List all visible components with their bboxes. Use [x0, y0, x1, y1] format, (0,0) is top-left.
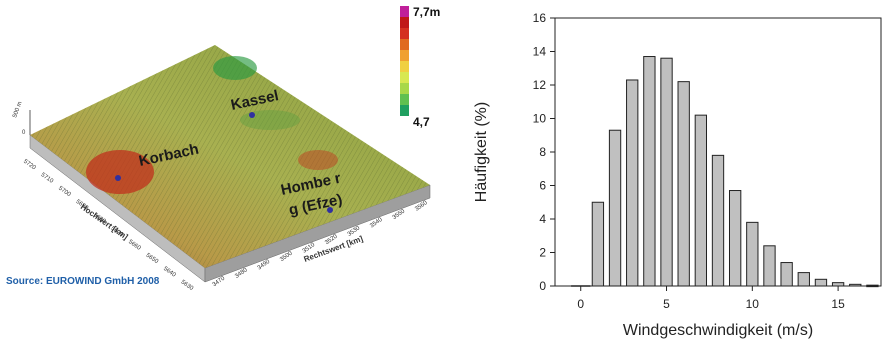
homberg-marker [327, 207, 333, 213]
legend-swatch [400, 28, 409, 39]
y-tick-label: 4 [539, 212, 546, 226]
legend-swatch [400, 39, 409, 50]
histogram-bar [660, 57, 673, 287]
hochwert-tick-label: 5700 [57, 186, 72, 199]
x-tick-label: 0 [577, 297, 584, 311]
y-tick-label: 6 [539, 179, 546, 193]
z-tick-top: 500 m [12, 101, 23, 119]
legend-swatch [400, 94, 409, 105]
histogram-bar [677, 81, 690, 287]
histogram-bar [591, 201, 605, 287]
terrain-side-right [204, 184, 431, 283]
y-tick-label: 8 [539, 145, 546, 159]
z-tick-zero: 0 [22, 130, 26, 136]
y-tick-label: 16 [533, 11, 547, 25]
y-tick-label: 10 [533, 112, 547, 126]
histogram-bar [780, 262, 793, 287]
hochwert-tick-label: 5650 [145, 253, 160, 266]
histogram-bar [711, 154, 725, 287]
hochwert-tick-label: 5640 [162, 266, 177, 279]
y-tick-label: 12 [533, 78, 547, 92]
legend-max: 7,7m [413, 5, 440, 19]
low-region-north [213, 56, 257, 80]
legend-swatch [400, 72, 409, 83]
histogram-panel: 0 2 4 6 8 10 12 14 16 0 5 10 15 Windgeschwindigkeit… [450, 0, 889, 341]
y-axis-title: Häufigkeit (%) [473, 102, 490, 202]
wind-histogram: 0 2 4 6 8 10 12 14 16 0 5 10 15 Windgeschwindigkeit… [473, 11, 882, 339]
hochwert-tick-label: 5660 [127, 239, 142, 252]
hochwert-tick-label: 5720 [22, 159, 37, 172]
terrain-map-panel: Kassel Korbach Hombe r g (Efze) 500 m 0 … [0, 0, 450, 341]
histogram-bar [763, 245, 776, 287]
legend-swatch [400, 61, 409, 72]
legend-swatch [400, 6, 409, 17]
terrain-map: Kassel Korbach Hombe r g (Efze) 500 m 0 … [12, 5, 440, 292]
hochwert-tick-label: 5710 [40, 172, 55, 185]
y-tick-label: 2 [539, 246, 546, 260]
legend-swatch [400, 17, 409, 28]
x-tick-label: 15 [831, 297, 845, 311]
korbach-marker [115, 175, 121, 181]
legend-swatch [400, 83, 409, 94]
source-label: Source: EUROWIND GmbH 2008 [6, 276, 160, 287]
korbach-high-region [86, 150, 154, 194]
legend-min: 4,7 [413, 115, 430, 129]
x-tick-label: 5 [663, 297, 670, 311]
y-tick-label: 0 [539, 279, 546, 293]
histogram-bar [746, 221, 759, 287]
hochwert-tick-label: 5630 [180, 279, 195, 292]
kassel-marker [249, 112, 255, 118]
histogram-bar [608, 129, 622, 287]
x-axis-title: Windgeschwindigkeit (m/s) [623, 322, 813, 339]
histogram-bar [643, 56, 656, 287]
plot-frame [554, 17, 882, 287]
histogram-bar [797, 272, 810, 287]
histogram-bar [728, 190, 742, 287]
low-region-kassel [240, 110, 300, 130]
histogram-bar [694, 114, 708, 287]
legend-swatch [400, 50, 409, 61]
legend-swatch [400, 105, 409, 116]
legend-color-bar [400, 6, 409, 116]
histogram-bar [814, 278, 828, 287]
x-tick-label: 10 [746, 297, 760, 311]
y-tick-label: 14 [533, 45, 547, 59]
histogram-bar [626, 79, 639, 287]
histogram-bar [831, 282, 845, 287]
homberg-high-region [298, 150, 338, 170]
